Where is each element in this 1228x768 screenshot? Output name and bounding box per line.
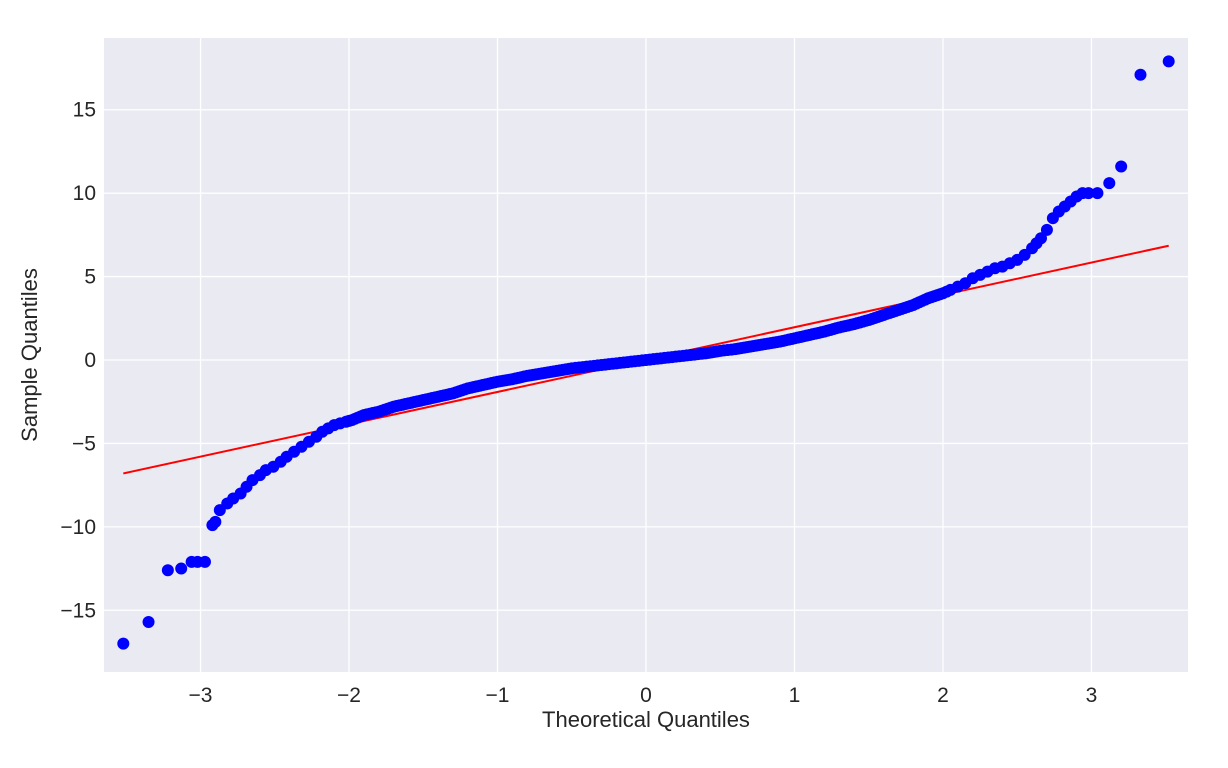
sample-point — [1040, 223, 1053, 236]
sample-point — [1134, 68, 1147, 81]
sample-point — [198, 555, 211, 568]
sample-point — [117, 637, 130, 650]
sample-point — [1103, 177, 1116, 190]
x-tick-label: 1 — [789, 684, 801, 707]
y-tick-label: −5 — [72, 432, 96, 455]
sample-point — [1034, 232, 1047, 245]
sample-point — [142, 615, 155, 628]
x-tick-label: −3 — [189, 684, 213, 707]
sample-point — [1082, 187, 1095, 200]
sample-point — [1091, 187, 1104, 200]
y-tick-label: 5 — [84, 266, 96, 289]
x-axis-label: Theoretical Quantiles — [542, 707, 750, 732]
y-axis-label: Sample Quantiles — [17, 268, 42, 442]
sample-point — [209, 515, 222, 528]
x-tick-label: 3 — [1086, 684, 1098, 707]
y-tick-label: 10 — [73, 182, 96, 205]
x-tick-label: −1 — [486, 684, 510, 707]
sample-point — [1115, 160, 1128, 173]
y-tick-label: −15 — [60, 599, 96, 622]
y-tick-label: −10 — [60, 516, 96, 539]
sample-point — [1162, 55, 1175, 68]
x-tick-label: −2 — [337, 684, 361, 707]
x-tick-label: 2 — [937, 684, 949, 707]
y-tick-label: 0 — [84, 349, 96, 372]
y-tick-label: 15 — [73, 99, 96, 122]
sample-point — [175, 562, 188, 575]
sample-points — [117, 55, 1175, 650]
x-tick-label: 0 — [640, 684, 652, 707]
sample-point — [161, 564, 174, 577]
